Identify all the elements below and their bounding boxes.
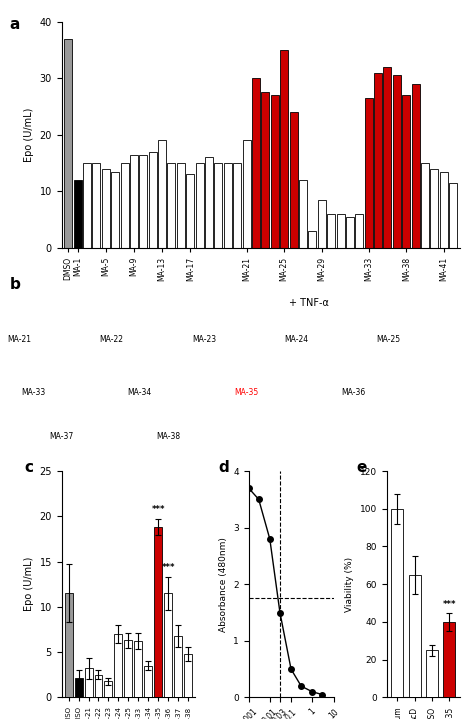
Text: b: b (9, 277, 20, 292)
Bar (409, 574, 421, 697)
Bar (233, 163, 241, 248)
Bar (337, 214, 345, 248)
Bar (346, 217, 354, 248)
Bar (252, 78, 260, 248)
Bar (374, 73, 382, 248)
Bar (356, 214, 363, 248)
Bar (280, 50, 288, 248)
Y-axis label: Viability (%): Viability (%) (346, 557, 355, 612)
Bar (114, 634, 122, 697)
Bar (102, 169, 110, 248)
Text: ***: *** (162, 564, 175, 572)
Bar (130, 155, 138, 248)
Text: + TNF-α: + TNF-α (289, 298, 328, 308)
Bar (164, 593, 172, 697)
Bar (186, 175, 194, 248)
Bar (158, 140, 166, 248)
Text: ***: *** (443, 600, 456, 609)
Bar (205, 157, 213, 248)
Bar (73, 180, 82, 248)
Text: MA-33: MA-33 (21, 388, 46, 398)
Text: MA-38: MA-38 (156, 431, 180, 441)
Text: a: a (10, 17, 20, 32)
Bar (111, 172, 119, 248)
Text: d: d (219, 459, 229, 475)
Bar (94, 675, 102, 697)
Bar (155, 527, 162, 697)
Bar (411, 84, 419, 248)
Bar (327, 214, 335, 248)
Bar (167, 163, 175, 248)
Bar (449, 183, 457, 248)
Bar (443, 622, 456, 697)
Bar (139, 155, 147, 248)
Text: c: c (24, 459, 33, 475)
Bar (74, 677, 82, 697)
Y-axis label: Epo (U/mL): Epo (U/mL) (24, 108, 34, 162)
Text: MA-25: MA-25 (377, 334, 401, 344)
Bar (214, 163, 222, 248)
Bar (391, 509, 403, 697)
Text: MA-22: MA-22 (100, 334, 123, 344)
Bar (124, 641, 132, 697)
Text: MA-35: MA-35 (234, 388, 259, 398)
Bar (134, 641, 142, 697)
Bar (365, 98, 373, 248)
Text: MA-24: MA-24 (284, 334, 308, 344)
Bar (184, 654, 192, 697)
Bar (402, 95, 410, 248)
Bar (440, 172, 448, 248)
Bar (104, 681, 112, 697)
Bar (421, 163, 429, 248)
Bar (196, 163, 204, 248)
Text: MA-21: MA-21 (7, 334, 31, 344)
Text: MA-37: MA-37 (49, 431, 74, 441)
Y-axis label: Absorbance (480nm): Absorbance (480nm) (219, 537, 228, 632)
Text: MA-23: MA-23 (192, 334, 216, 344)
Bar (426, 650, 438, 697)
Bar (149, 152, 157, 248)
Y-axis label: Epo (U/mL): Epo (U/mL) (24, 557, 34, 611)
Bar (243, 140, 251, 248)
Bar (64, 39, 72, 248)
Text: e: e (356, 459, 367, 475)
Bar (290, 112, 298, 248)
Bar (144, 666, 152, 697)
Text: MA-36: MA-36 (341, 388, 365, 398)
Bar (83, 163, 91, 248)
Bar (430, 169, 438, 248)
Bar (84, 669, 92, 697)
Bar (174, 636, 182, 697)
Bar (120, 163, 128, 248)
Bar (64, 593, 73, 697)
Bar (92, 163, 100, 248)
Bar (393, 75, 401, 248)
Bar (299, 180, 307, 248)
Bar (177, 163, 185, 248)
Bar (261, 92, 269, 248)
Bar (318, 200, 326, 248)
Bar (309, 231, 316, 248)
Bar (383, 67, 392, 248)
Bar (271, 95, 279, 248)
Text: ***: *** (152, 505, 165, 515)
Text: MA-34: MA-34 (128, 388, 152, 398)
Bar (224, 163, 232, 248)
